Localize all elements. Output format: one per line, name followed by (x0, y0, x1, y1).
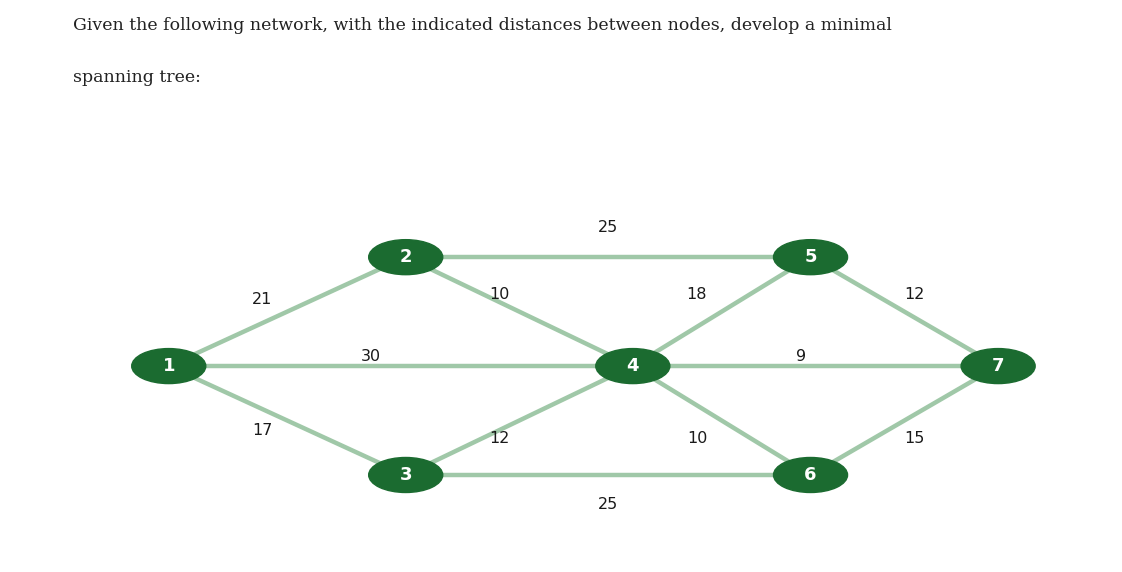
Text: 9: 9 (795, 349, 806, 364)
Text: 30: 30 (361, 349, 381, 364)
Text: 4: 4 (626, 357, 640, 375)
Text: 25: 25 (598, 220, 618, 236)
Text: 21: 21 (252, 292, 273, 308)
Text: 25: 25 (598, 496, 618, 512)
Text: 10: 10 (489, 287, 509, 301)
Text: Given the following network, with the indicated distances between nodes, develop: Given the following network, with the in… (73, 17, 892, 34)
Ellipse shape (773, 458, 847, 492)
Text: 18: 18 (687, 287, 707, 301)
Text: 5: 5 (804, 248, 817, 266)
Ellipse shape (773, 240, 847, 275)
Text: 12: 12 (904, 287, 925, 301)
Text: 10: 10 (687, 431, 707, 446)
Text: 6: 6 (804, 466, 817, 484)
Text: 15: 15 (904, 431, 925, 446)
Ellipse shape (131, 348, 205, 384)
Text: 17: 17 (252, 423, 273, 438)
Text: 3: 3 (399, 466, 412, 484)
Text: 12: 12 (489, 431, 509, 446)
Ellipse shape (369, 458, 443, 492)
Text: 2: 2 (399, 248, 412, 266)
Text: 1: 1 (163, 357, 175, 375)
Text: 7: 7 (992, 357, 1004, 375)
Ellipse shape (596, 348, 670, 384)
Text: spanning tree:: spanning tree: (73, 69, 201, 86)
Ellipse shape (369, 240, 443, 275)
Ellipse shape (962, 348, 1036, 384)
